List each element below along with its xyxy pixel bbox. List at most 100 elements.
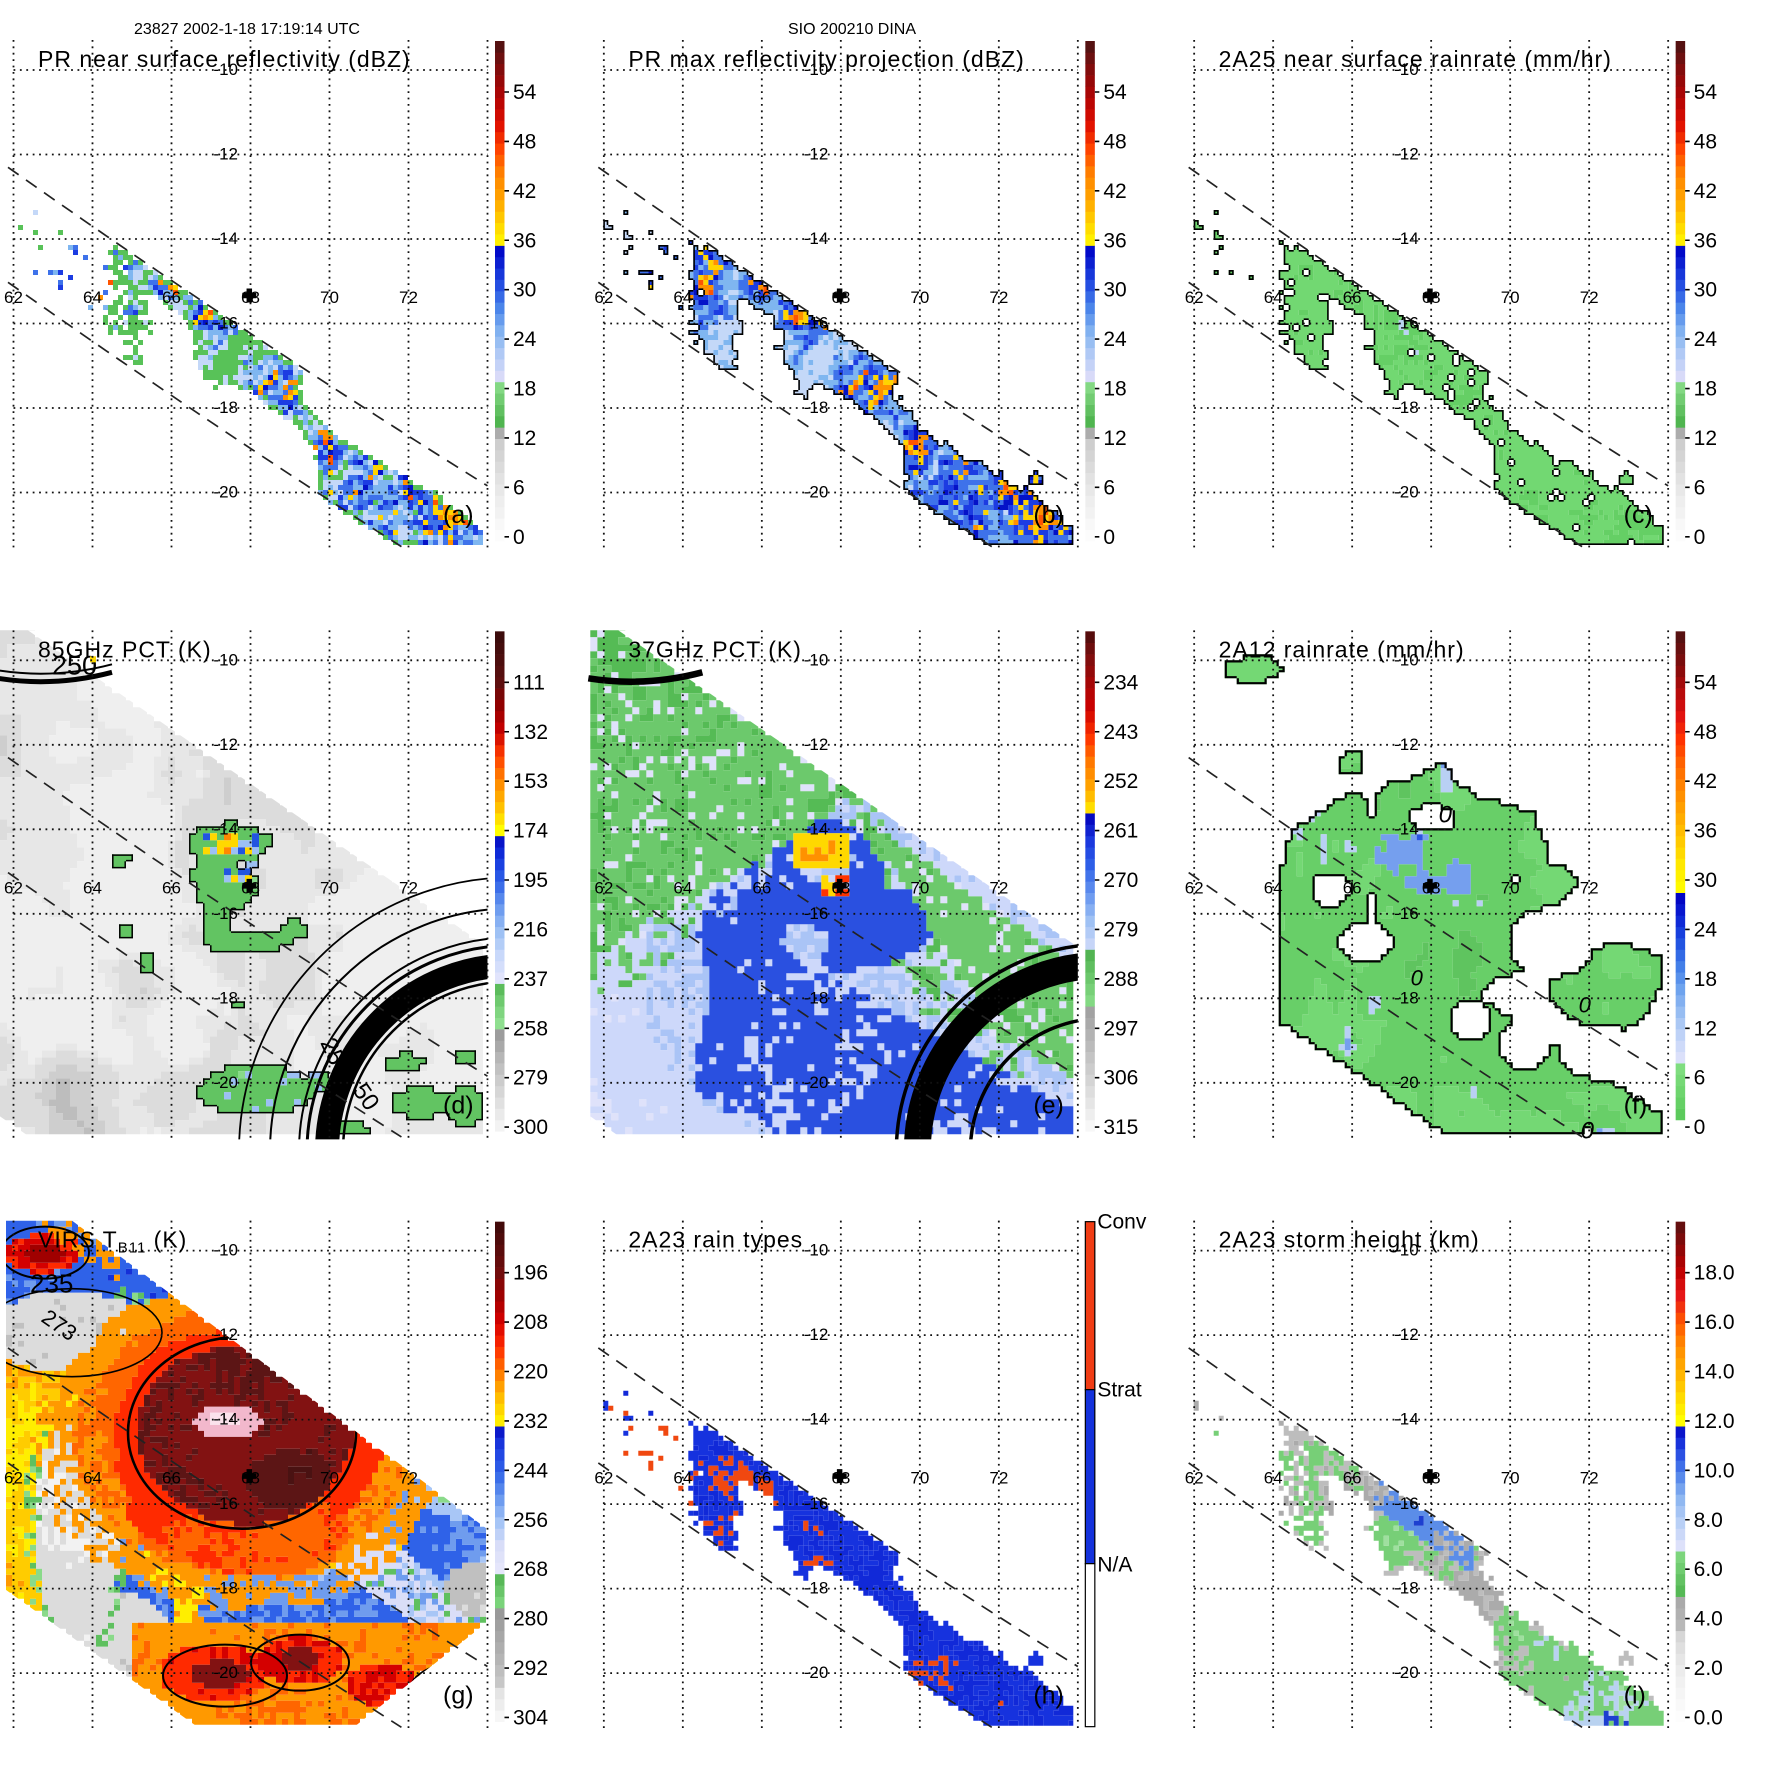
svg-text:-14: -14 [804, 819, 829, 838]
svg-text:-18: -18 [213, 988, 238, 1007]
svg-text:70: 70 [320, 878, 339, 897]
svg-text:72: 72 [1580, 1469, 1599, 1488]
svg-text:VIRS TB11 (K): VIRS TB11 (K) [38, 1227, 187, 1257]
svg-text:-20: -20 [804, 1073, 829, 1092]
svg-text:24: 24 [1694, 918, 1718, 941]
svg-text:-14: -14 [213, 229, 238, 248]
svg-text:36: 36 [513, 229, 536, 252]
svg-text:235: 235 [30, 1269, 73, 1299]
svg-text:-18: -18 [1394, 398, 1419, 417]
svg-text:-10: -10 [804, 60, 829, 79]
svg-text:306: 306 [1103, 1067, 1138, 1090]
svg-text:85GHz PCT (K): 85GHz PCT (K) [38, 636, 212, 662]
svg-text:N/A: N/A [1097, 1554, 1132, 1577]
svg-text:70: 70 [320, 288, 339, 307]
svg-text:24: 24 [1103, 328, 1127, 351]
svg-text:6.0: 6.0 [1694, 1558, 1723, 1581]
svg-text:-16: -16 [1394, 904, 1419, 923]
svg-text:36: 36 [1694, 820, 1717, 843]
svg-text:18: 18 [1103, 378, 1126, 401]
svg-text:-20: -20 [804, 1663, 829, 1682]
svg-text:64: 64 [83, 1469, 102, 1488]
svg-text:-10: -10 [1394, 60, 1419, 79]
svg-text:-10: -10 [213, 60, 238, 79]
svg-text:-10: -10 [213, 650, 238, 669]
svg-text:-14: -14 [1394, 229, 1419, 248]
svg-text:72: 72 [399, 878, 418, 897]
svg-text:70: 70 [910, 878, 929, 897]
svg-text:(g): (g) [443, 1682, 474, 1710]
svg-text:0: 0 [1581, 1117, 1595, 1144]
svg-text:54: 54 [1694, 671, 1718, 694]
svg-text:174: 174 [513, 820, 548, 843]
svg-text:72: 72 [1580, 878, 1599, 897]
svg-text:-16: -16 [804, 314, 829, 333]
svg-text:6: 6 [1103, 476, 1115, 499]
svg-text:66: 66 [1343, 288, 1362, 307]
svg-text:250: 250 [52, 650, 97, 680]
svg-text:-14: -14 [1394, 819, 1419, 838]
svg-text:62: 62 [594, 878, 613, 897]
svg-text:-14: -14 [213, 819, 238, 838]
svg-text:PR near surface reflectivity (: PR near surface reflectivity (dBZ) [38, 46, 411, 72]
svg-text:12: 12 [513, 427, 536, 450]
svg-text:54: 54 [513, 81, 537, 104]
svg-text:261: 261 [1103, 820, 1138, 843]
svg-text:196: 196 [513, 1262, 548, 1285]
svg-text:-12: -12 [1394, 145, 1419, 164]
svg-text:64: 64 [1264, 288, 1283, 307]
svg-text:(b): (b) [1033, 501, 1064, 529]
svg-text:70: 70 [1501, 288, 1520, 307]
svg-text:62: 62 [594, 288, 613, 307]
svg-text:(f): (f) [1624, 1091, 1648, 1119]
svg-text:111: 111 [513, 671, 545, 694]
svg-text:SIO 200210 DINA: SIO 200210 DINA [788, 21, 916, 38]
svg-text:(c): (c) [1624, 501, 1653, 529]
svg-text:62: 62 [1185, 1469, 1204, 1488]
svg-text:304: 304 [513, 1706, 548, 1729]
svg-text:-10: -10 [1394, 1241, 1419, 1260]
svg-text:0: 0 [1694, 1116, 1706, 1139]
svg-text:Conv: Conv [1097, 1211, 1147, 1234]
svg-text:(h): (h) [1033, 1682, 1064, 1710]
svg-text:66: 66 [162, 878, 181, 897]
svg-text:64: 64 [1264, 878, 1283, 897]
svg-text:244: 244 [513, 1459, 548, 1482]
svg-text:-20: -20 [1394, 1073, 1419, 1092]
svg-text:72: 72 [1580, 288, 1599, 307]
svg-text:48: 48 [513, 130, 536, 153]
svg-text:-20: -20 [1394, 483, 1419, 502]
svg-text:216: 216 [513, 918, 548, 941]
svg-text:0: 0 [1694, 526, 1706, 549]
svg-text:10.0: 10.0 [1694, 1459, 1735, 1482]
svg-text:0: 0 [1579, 992, 1592, 1017]
svg-text:48: 48 [1103, 130, 1126, 153]
svg-text:Strat: Strat [1097, 1379, 1142, 1402]
svg-text:-14: -14 [804, 1410, 829, 1429]
svg-text:234: 234 [1103, 671, 1138, 694]
svg-text:12: 12 [1694, 1017, 1717, 1040]
svg-text:-18: -18 [804, 1579, 829, 1598]
svg-text:66: 66 [162, 1469, 181, 1488]
svg-text:-10: -10 [1394, 650, 1419, 669]
svg-text:42: 42 [1694, 770, 1717, 793]
svg-text:-18: -18 [804, 398, 829, 417]
svg-text:153: 153 [513, 770, 548, 793]
svg-text:42: 42 [1103, 180, 1126, 203]
svg-text:36: 36 [1103, 229, 1126, 252]
svg-text:-20: -20 [213, 483, 238, 502]
svg-text:2.0: 2.0 [1694, 1657, 1723, 1680]
svg-text:14.0: 14.0 [1694, 1361, 1735, 1384]
svg-text:72: 72 [989, 878, 1008, 897]
svg-text:18: 18 [1694, 378, 1717, 401]
svg-text:42: 42 [513, 180, 536, 203]
svg-text:315: 315 [1103, 1116, 1138, 1139]
svg-text:-20: -20 [213, 1663, 238, 1682]
svg-text:268: 268 [513, 1558, 548, 1581]
svg-text:(i): (i) [1624, 1682, 1646, 1710]
svg-text:232: 232 [513, 1410, 548, 1433]
svg-text:24: 24 [513, 328, 537, 351]
svg-text:70: 70 [1501, 878, 1520, 897]
svg-text:2A23 rain types: 2A23 rain types [628, 1227, 803, 1253]
svg-text:30: 30 [513, 279, 536, 302]
